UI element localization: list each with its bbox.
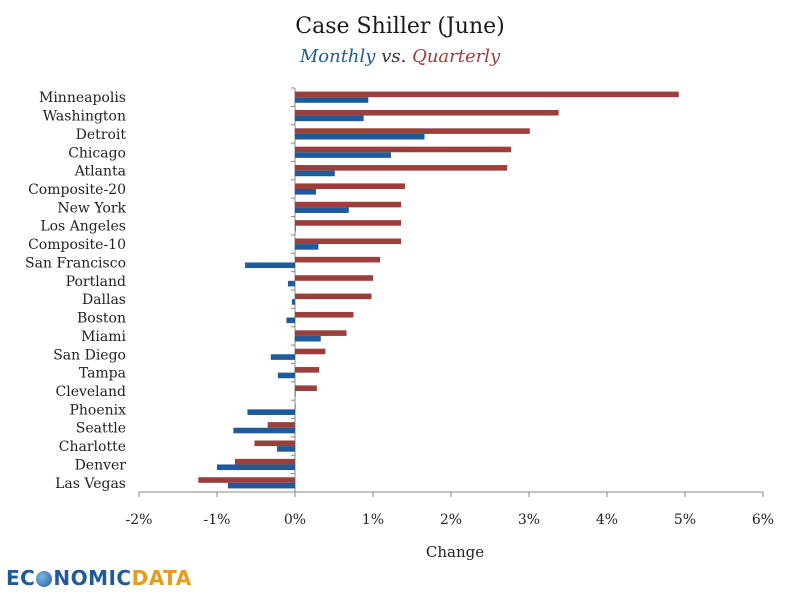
quarterly-bar [295, 256, 381, 263]
monthly-bar [291, 299, 295, 305]
category-label: New York [57, 200, 126, 216]
quarterly-bar [295, 293, 372, 300]
monthly-bar [295, 244, 319, 250]
economicdata-logo: EC NOMICDATA [6, 566, 192, 590]
category-label: Tampa [79, 366, 126, 382]
x-tick-label: -1% [204, 512, 231, 528]
monthly-bar [295, 189, 317, 195]
subtitle-quarterly: Quarterly [412, 46, 501, 67]
category-label: Cleveland [56, 384, 127, 400]
subtitle-vs: vs. [381, 46, 407, 67]
category-label: Detroit [76, 127, 127, 143]
category-label: Las Vegas [55, 476, 126, 492]
monthly-bar [295, 152, 391, 158]
category-label: Denver [75, 457, 127, 473]
globe-icon [36, 571, 53, 587]
quarterly-bar [295, 311, 354, 318]
quarterly-bar [295, 109, 559, 116]
category-label: Washington [43, 109, 126, 125]
x-tick-label: 2% [440, 512, 462, 528]
category-label: Boston [77, 311, 126, 327]
quarterly-bar [295, 220, 402, 226]
x-tick-label: -2% [126, 512, 153, 528]
monthly-bar [295, 391, 296, 397]
quarterly-bar [295, 165, 508, 171]
category-label: Atlanta [74, 164, 126, 180]
monthly-bar [287, 280, 295, 287]
monthly-bar [295, 207, 349, 213]
category-label: Chicago [68, 145, 126, 161]
quarterly-bar [295, 201, 402, 208]
category-label: Composite-20 [28, 182, 126, 198]
monthly-bar [247, 409, 295, 415]
quarterly-bar [295, 238, 402, 245]
category-label: Los Angeles [40, 219, 126, 235]
category-label: Minneapolis [39, 90, 126, 106]
quarterly-bar [295, 146, 512, 153]
category-label: Charlotte [59, 439, 126, 455]
quarterly-bar [295, 330, 347, 336]
logo-text-ec: EC [6, 566, 36, 590]
quarterly-bar [295, 348, 326, 355]
quarterly-bar [267, 422, 295, 428]
quarterly-bar [254, 440, 295, 447]
x-tick-label: 5% [674, 512, 696, 528]
monthly-bar [295, 170, 335, 177]
x-tick-label: 0% [284, 512, 306, 528]
category-label: Seattle [76, 421, 126, 437]
monthly-bar [295, 97, 369, 103]
x-tick-label: 6% [752, 512, 774, 528]
category-label: Miami [81, 329, 126, 345]
category-label: Phoenix [69, 402, 126, 418]
quarterly-bar [295, 275, 373, 281]
x-tick-label: 1% [362, 512, 384, 528]
quarterly-bar [295, 385, 317, 391]
quarterly-bar [234, 458, 295, 465]
x-tick-label: 4% [596, 512, 618, 528]
chart-title: Case Shiller (June) [295, 14, 505, 39]
monthly-bar [227, 482, 295, 489]
quarterly-bar [295, 367, 320, 373]
subtitle-monthly: Monthly [299, 46, 376, 67]
monthly-bar [217, 464, 295, 471]
category-label: San Francisco [25, 255, 126, 271]
monthly-bar [295, 335, 321, 342]
logo-text-nomic: NOMIC [53, 566, 132, 590]
category-label: Portland [66, 274, 126, 290]
monthly-bar [286, 317, 295, 324]
monthly-bar [277, 372, 295, 379]
monthly-bar [245, 262, 295, 269]
monthly-bar [233, 427, 295, 434]
quarterly-bar [295, 403, 296, 410]
monthly-bar [295, 115, 364, 122]
x-tick-label: 3% [518, 512, 540, 528]
quarterly-bar [295, 183, 405, 189]
category-label: San Diego [53, 347, 126, 363]
monthly-bar [295, 225, 296, 232]
category-label: Composite-10 [28, 237, 126, 253]
quarterly-bar [198, 477, 295, 483]
monthly-bar [270, 354, 295, 360]
chart-subtitle: Monthly vs. Quarterly [0, 46, 800, 67]
logo-text-data: DATA [131, 566, 192, 590]
category-label: Dallas [82, 292, 126, 308]
quarterly-bar [295, 128, 530, 134]
quarterly-bar [295, 91, 679, 98]
x-axis-title: Change [426, 543, 484, 561]
monthly-bar [277, 446, 295, 452]
monthly-bar [295, 133, 425, 140]
